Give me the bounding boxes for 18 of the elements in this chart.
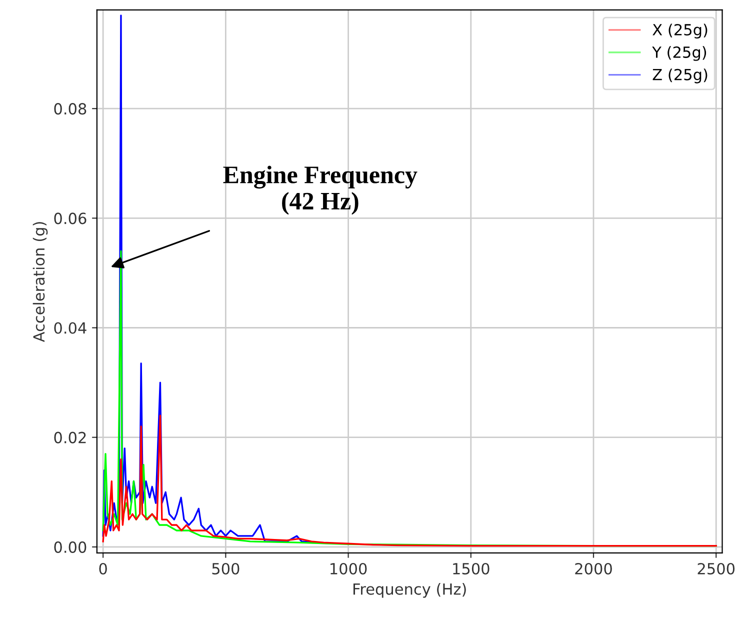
legend-label: Y (25g) bbox=[652, 46, 706, 61]
y-tick-label: 0.06 bbox=[54, 212, 86, 224]
x-tick-label: 2000 bbox=[575, 562, 612, 575]
legend-label: Z (25g) bbox=[652, 68, 708, 84]
annotation: Engine Frequency (42 Hz) bbox=[223, 166, 418, 215]
line-series bbox=[102, 414, 717, 547]
x-tick-label: 0 bbox=[99, 562, 107, 575]
x-tick-label: 500 bbox=[212, 562, 240, 575]
legend-label: X (25g) bbox=[652, 24, 708, 38]
y-tick-label: 0.02 bbox=[54, 432, 86, 444]
y-tick-label: 0.08 bbox=[54, 103, 86, 115]
x-axis-title: Frequency (Hz) bbox=[353, 583, 466, 598]
y-tick-label: 0.04 bbox=[54, 322, 86, 334]
x-tick-label: 1500 bbox=[453, 562, 490, 575]
y-axis-title: Acceleration (g) bbox=[32, 222, 48, 342]
x-tick-label: 1000 bbox=[330, 562, 367, 575]
x-tick-label: 2500 bbox=[698, 562, 735, 575]
y-tick-label: 0.00 bbox=[54, 541, 86, 553]
